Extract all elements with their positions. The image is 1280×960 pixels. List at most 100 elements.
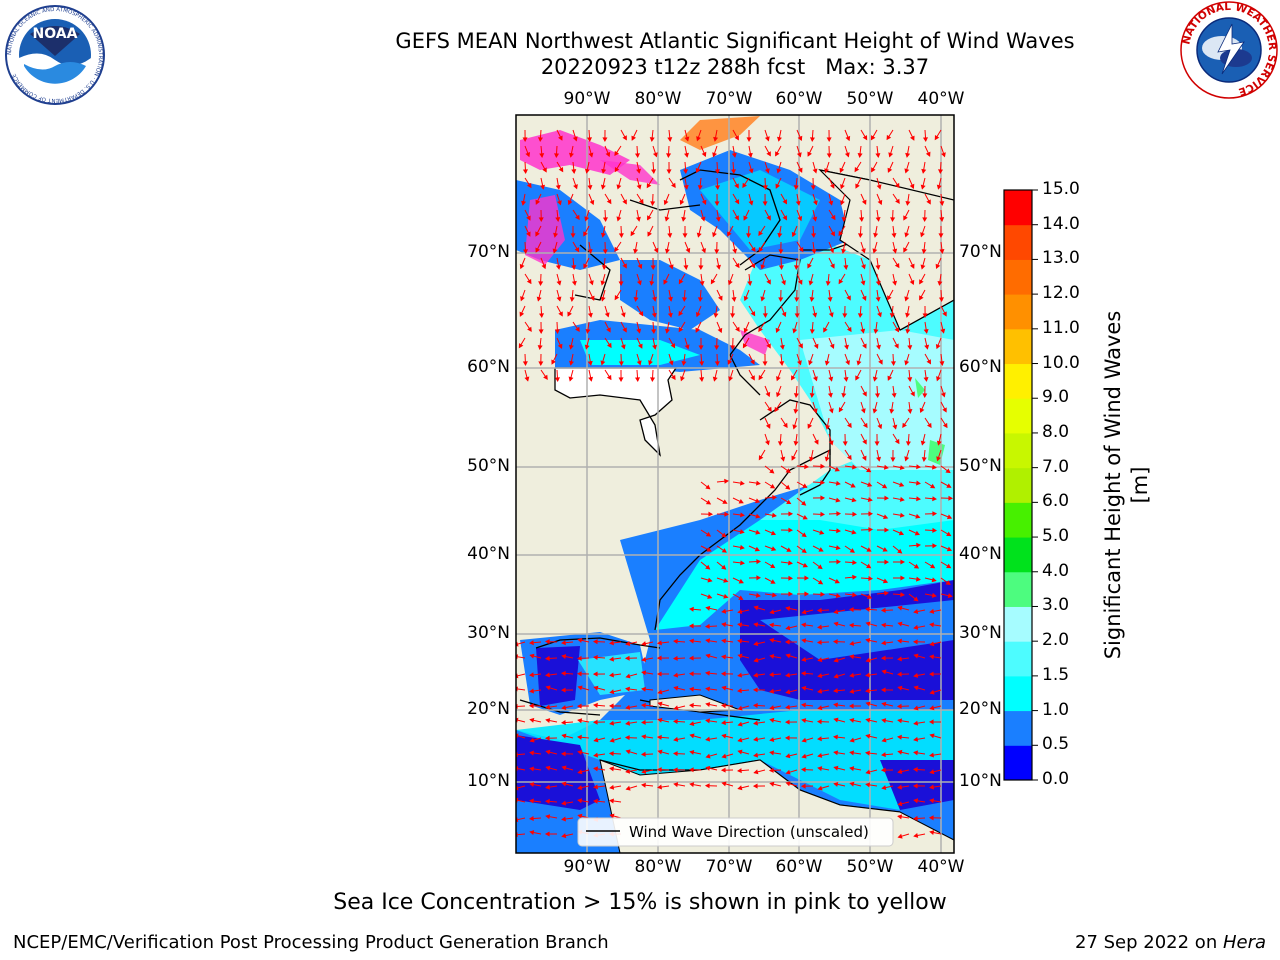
colorbar-tick-label: 13.0 xyxy=(1042,248,1080,269)
wave-arrowhead xyxy=(782,422,788,429)
wave-arrowhead xyxy=(817,785,823,791)
wave-arrowhead xyxy=(867,594,873,600)
wave-arrowhead xyxy=(734,262,740,269)
wave-arrowhead xyxy=(873,329,879,334)
wave-arrowhead xyxy=(737,705,743,711)
wave-arrowhead xyxy=(915,576,921,582)
colorbar-tick-label: 0.5 xyxy=(1042,734,1070,755)
wave-arrowhead xyxy=(678,279,684,285)
wave-arrowhead xyxy=(912,783,918,789)
wave-arrowhead xyxy=(798,246,804,253)
wave-arrowhead xyxy=(939,201,945,206)
wave-arrowhead xyxy=(852,592,857,598)
wave-arrowhead xyxy=(723,578,729,583)
colorbar-swatch xyxy=(1004,294,1032,330)
wave-arrowhead xyxy=(788,511,794,517)
map-frame xyxy=(515,114,955,854)
nws-logo: NATIONAL WEATHER SERVICE xyxy=(1180,1,1278,99)
wave-arrowhead xyxy=(905,200,911,206)
wave-arrowhead xyxy=(884,527,890,533)
wave-arrowhead xyxy=(522,137,528,143)
wave-arrowhead xyxy=(766,279,771,285)
wave-arrowhead xyxy=(560,720,566,726)
wave-arrowhead xyxy=(666,169,672,175)
wave-arrowhead xyxy=(758,326,763,332)
wave-arrowhead xyxy=(600,232,606,238)
wave-arrowhead xyxy=(609,784,615,790)
wave-arrowhead xyxy=(935,343,941,350)
wave-arrowhead xyxy=(866,547,872,552)
wave-arrowhead xyxy=(609,720,615,726)
wave-arrowhead xyxy=(781,311,787,318)
wave-arrowhead xyxy=(587,185,593,190)
wave-arrowhead xyxy=(785,484,791,490)
wave-arrowhead xyxy=(673,705,679,711)
wave-arrowhead xyxy=(700,216,706,222)
wave-arrowhead xyxy=(833,717,839,723)
wave-arrowhead xyxy=(770,530,777,536)
wave-arrowhead xyxy=(561,800,567,806)
wave-arrowhead xyxy=(892,424,898,430)
wave-arrowhead xyxy=(678,310,684,317)
wave-arrowhead xyxy=(721,733,727,739)
wave-arrowhead xyxy=(817,564,823,570)
wave-arrowhead xyxy=(921,249,927,254)
wave-arrowhead xyxy=(705,484,711,490)
wave-arrowhead xyxy=(937,169,944,175)
lat-label-left: 40°N xyxy=(467,544,510,564)
wave-arrowhead xyxy=(785,653,791,659)
wave-arrowhead xyxy=(647,231,652,237)
wave-arrowhead xyxy=(940,328,946,334)
wave-arrowhead xyxy=(848,607,854,613)
colorbar-frame xyxy=(1003,189,1033,781)
wave-arrowhead xyxy=(753,752,759,758)
lon-label-bottom: 40°W xyxy=(917,857,965,877)
wave-arrowhead xyxy=(636,184,642,190)
wave-arrow xyxy=(516,767,526,771)
wave-arrowhead xyxy=(575,214,580,221)
wave-arrowhead xyxy=(833,688,838,694)
wave-arrowhead xyxy=(707,577,713,583)
wave-arrowhead xyxy=(588,280,594,286)
wave-arrowhead xyxy=(526,278,532,285)
wave-arrowhead xyxy=(737,638,742,644)
wave-arrowhead xyxy=(909,279,915,286)
wave-arrowhead xyxy=(929,798,935,804)
wave-arrowhead xyxy=(836,528,841,534)
wave-arrowhead xyxy=(907,377,913,382)
wave-arrowhead xyxy=(880,767,886,773)
lat-label-right: 40°N xyxy=(959,544,1002,564)
wave-arrowhead xyxy=(666,153,672,159)
wave-arrowhead xyxy=(558,167,564,173)
wave-arrowhead xyxy=(775,183,781,189)
wave-arrowhead xyxy=(529,750,534,756)
wave-arrowhead xyxy=(583,263,588,269)
wave-arrowhead xyxy=(796,152,802,158)
wave-arrowhead xyxy=(551,359,556,365)
wave-arrowhead xyxy=(665,328,670,334)
wave-arrowhead xyxy=(750,359,755,365)
wave-arrowhead xyxy=(928,815,934,821)
wave-arrow xyxy=(516,688,526,691)
colorbar-swatch xyxy=(1004,675,1032,712)
wave-arrowhead xyxy=(817,736,822,742)
wave-arrowhead xyxy=(526,215,531,221)
wave-arrowhead xyxy=(932,527,938,533)
wave-arrowhead xyxy=(545,672,550,678)
wave-arrowhead xyxy=(928,671,934,677)
wave-arrowhead xyxy=(833,765,839,771)
wave-arrowhead xyxy=(638,311,644,317)
wave-arrowhead xyxy=(897,814,903,820)
wave-arrowhead xyxy=(916,464,921,470)
wave-arrowhead xyxy=(636,280,642,286)
wave-arrowhead xyxy=(825,281,831,286)
wave-arrowhead xyxy=(865,717,871,723)
wave-arrowhead xyxy=(876,184,882,190)
wave-arrowhead xyxy=(593,685,599,691)
wave-arrowhead xyxy=(760,264,766,270)
wave-arrowhead xyxy=(704,623,710,629)
wave-arrowhead xyxy=(939,249,945,254)
colorbar-swatch xyxy=(1004,328,1032,365)
wave-arrowhead xyxy=(633,297,639,302)
lon-label-top: 70°W xyxy=(705,89,753,109)
